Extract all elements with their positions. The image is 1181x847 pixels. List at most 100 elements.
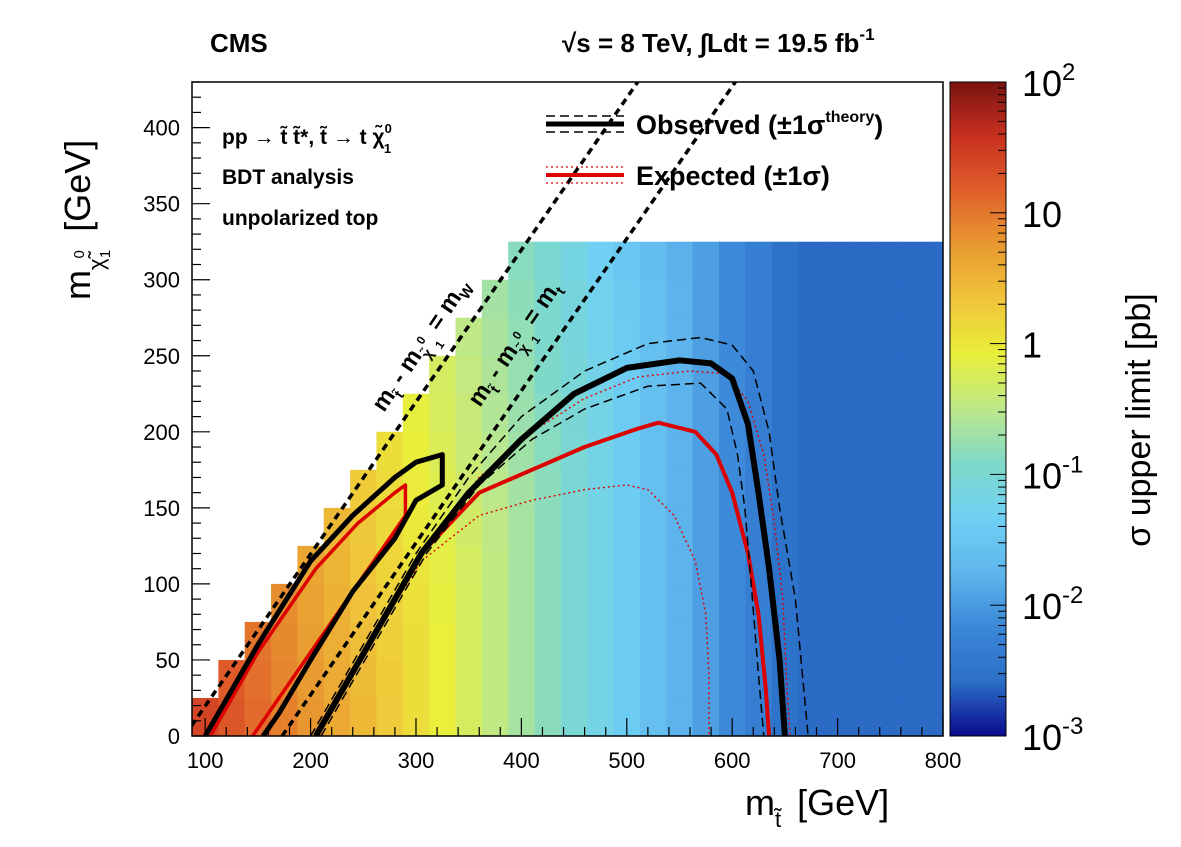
heatmap-cell — [534, 545, 562, 585]
x-tick-label: 100 — [187, 748, 224, 773]
heatmap-cell — [666, 697, 694, 736]
heatmap-cell — [929, 507, 943, 547]
heatmap-cell — [850, 507, 878, 547]
heatmap-cell — [824, 545, 852, 585]
z-tick-label: 10 — [1022, 194, 1062, 235]
heatmap-cell — [850, 431, 878, 471]
heatmap-cell — [481, 697, 509, 736]
heatmap-cell — [903, 545, 931, 585]
heatmap-cell — [719, 583, 746, 623]
heatmap-cell — [429, 393, 457, 433]
y-title-unit: [GeV] — [57, 140, 98, 232]
heatmap-cell — [639, 469, 667, 509]
x-title-unit: [GeV] — [797, 782, 889, 823]
heatmap-cell — [481, 545, 509, 585]
heatmap-cell — [877, 279, 905, 319]
z-title-text: σ upper limit [pb] — [1120, 293, 1158, 546]
analysis-label: BDT analysis — [222, 166, 354, 189]
heatmap-cell — [719, 659, 746, 699]
heatmap-cell — [850, 469, 878, 509]
y-tick-label: 200 — [143, 420, 180, 445]
heatmap-cell — [771, 469, 799, 509]
heatmap-cell — [666, 279, 694, 319]
heatmap-cell — [481, 621, 509, 661]
heatmap-cell — [771, 393, 799, 433]
heatmap-cell — [560, 317, 588, 357]
y-tick-label: 350 — [143, 192, 180, 217]
heatmap-cell — [429, 545, 457, 585]
heatmap-cell — [929, 545, 943, 585]
heatmap-cell — [508, 583, 536, 623]
heatmap-cell — [481, 355, 509, 395]
heatmap-cell — [692, 279, 720, 319]
process-label: pp → t̃ t̃*, t̃ → t χ̃0 1 — [222, 121, 392, 156]
heatmap-cell — [481, 583, 509, 623]
heatmap-cell — [798, 355, 826, 395]
svg-text:mχ̃01[GeV]: mχ̃0 1[GeV] — [57, 140, 114, 300]
heatmap-cell — [455, 697, 483, 736]
heatmap-cell — [929, 393, 943, 433]
heatmap-cell — [798, 431, 826, 471]
heatmap-cell — [481, 317, 509, 357]
x-tick-label: 600 — [714, 748, 751, 773]
heatmap-cell — [824, 469, 852, 509]
heatmap-cell — [798, 583, 826, 623]
heatmap-cell — [613, 317, 641, 357]
heatmap-cell — [429, 583, 457, 623]
heatmap-cell — [429, 621, 457, 661]
heatmap-cell — [771, 659, 799, 699]
y-axis-title: mχ̃0 1[GeV] — [57, 140, 114, 300]
heatmap-cell — [877, 469, 905, 509]
heatmap-cell — [771, 545, 799, 585]
heatmap-cell — [877, 393, 905, 433]
heatmap-cell — [508, 659, 536, 699]
heatmap-cell — [771, 317, 799, 357]
heatmap-cell — [508, 621, 536, 661]
legend-observed-label: Observed (±1σtheory) — [636, 109, 883, 140]
heatmap-cell — [877, 507, 905, 547]
expected-plus-1sigma-line — [315, 370, 791, 736]
z-tick-label: 102 — [1022, 59, 1075, 104]
heatmap-cell — [903, 621, 931, 661]
heatmap-cell — [798, 317, 826, 357]
experiment-label: CMS — [210, 28, 268, 58]
observed-minus-theory-line — [320, 382, 765, 736]
heatmap-cell — [692, 393, 720, 433]
heatmap-cell — [455, 545, 483, 585]
heatmap-cell — [455, 393, 483, 433]
x-tick-label: 800 — [925, 748, 962, 773]
heatmap-cell — [719, 279, 746, 319]
heatmap-cell — [402, 621, 430, 661]
heatmap-cell — [613, 545, 641, 585]
heatmap-cell — [376, 697, 404, 736]
heatmap-cell — [692, 659, 720, 699]
heatmap-cell — [903, 431, 931, 471]
heatmap-cell — [613, 507, 641, 547]
heatmap-cell — [798, 545, 826, 585]
heatmap-cell — [877, 355, 905, 395]
heatmap-cell — [508, 545, 536, 585]
z-tick-label: 10-1 — [1022, 451, 1083, 496]
heatmap-cell — [771, 507, 799, 547]
x-tick-label: 500 — [608, 748, 645, 773]
heatmap-cell — [613, 279, 641, 319]
heatmap-cell — [877, 431, 905, 471]
heatmap-cell — [402, 659, 430, 699]
heatmap-cell — [613, 583, 641, 623]
x-tick-label: 200 — [292, 748, 329, 773]
heatmap-cell — [903, 583, 931, 623]
heatmap-cell — [587, 279, 615, 319]
y-tick-label: 100 — [143, 572, 180, 597]
y-title-sup: 0 — [71, 250, 88, 258]
heatmap-cell — [850, 241, 878, 281]
heatmap-cell — [587, 469, 615, 509]
heatmap-cell — [719, 241, 746, 281]
legend: Observed (±1σtheory) Expected (±1σ) — [546, 109, 883, 191]
heatmap-cell — [587, 545, 615, 585]
heatmap-cell — [455, 355, 483, 395]
heatmap-cell — [719, 317, 746, 357]
heatmap-cell — [534, 241, 562, 281]
heatmap-cell — [587, 659, 615, 699]
z-tick-label: 10-3 — [1022, 713, 1083, 758]
heatmap-cell — [850, 621, 878, 661]
